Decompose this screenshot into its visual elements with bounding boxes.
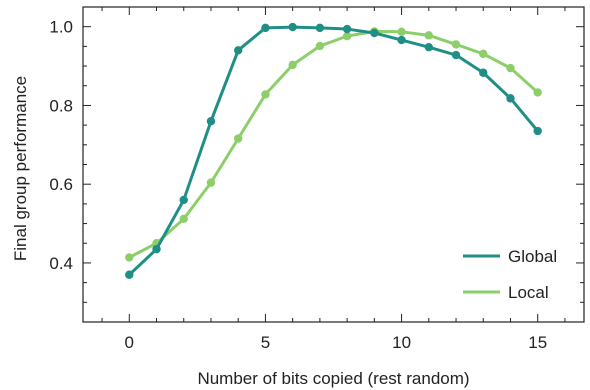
- data-point-global: [179, 195, 188, 205]
- x-tick-label: 10: [392, 333, 411, 352]
- data-point-global: [479, 68, 488, 77]
- data-point-global: [206, 116, 216, 126]
- data-point-global: [424, 42, 433, 52]
- data-point-local: [479, 49, 488, 59]
- data-point-local: [342, 31, 352, 41]
- data-point-global: [152, 244, 161, 254]
- data-point-local: [206, 178, 216, 187]
- data-point-global: [125, 270, 134, 279]
- data-point-global: [234, 46, 243, 55]
- legend-label-local: Local: [508, 283, 549, 302]
- data-point-local: [506, 63, 515, 73]
- plot-frame: [82, 6, 585, 323]
- y-axis-title: Final group performance: [11, 76, 30, 261]
- data-point-local: [234, 134, 243, 143]
- y-tick-label: 0.4: [49, 254, 73, 273]
- data-point-local: [533, 88, 542, 97]
- data-point-local: [315, 41, 325, 51]
- data-point-global: [397, 35, 406, 45]
- y-tick-label: 1.0: [49, 18, 73, 37]
- data-point-global: [315, 23, 325, 33]
- data-point-global: [451, 50, 461, 60]
- x-tick-label: 0: [125, 333, 134, 352]
- data-point-global: [506, 94, 515, 103]
- x-tick-label: 15: [528, 333, 547, 352]
- legend-label-global: Global: [508, 247, 557, 266]
- data-point-global: [288, 22, 297, 32]
- x-tick-label: 5: [261, 333, 270, 352]
- ticks-group: 0 5 10 15 0.4 0.6 0.8 1.0: [49, 7, 584, 352]
- data-point-global: [261, 23, 270, 33]
- data-point-global: [370, 28, 379, 38]
- data-point-local: [288, 60, 297, 70]
- data-point-global: [342, 24, 352, 34]
- data-point-local: [397, 27, 406, 37]
- data-point-local: [125, 253, 134, 262]
- series-line-local: [128, 29, 539, 259]
- legend: Global Local: [463, 247, 557, 302]
- x-axis-title: Number of bits copied (rest random): [197, 369, 469, 388]
- data-point-local: [179, 214, 188, 224]
- data-point-local: [261, 90, 270, 99]
- data-point-global: [533, 126, 542, 136]
- data-point-local: [424, 31, 433, 40]
- series-layer: [125, 22, 542, 279]
- y-tick-label: 0.8: [49, 96, 73, 115]
- y-tick-label: 0.6: [49, 175, 73, 194]
- data-point-local: [451, 40, 461, 49]
- series-line-global: [128, 25, 539, 276]
